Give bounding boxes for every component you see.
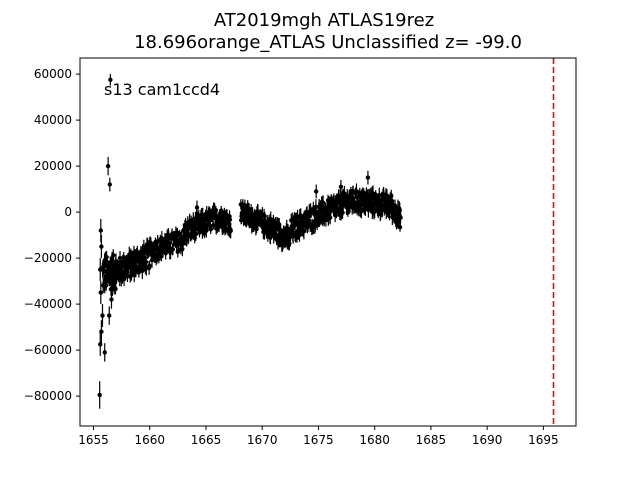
data-point	[313, 184, 319, 199]
x-tick-label: 1670	[247, 433, 278, 447]
x-tick-label: 1655	[78, 433, 109, 447]
x-tick-label: 1685	[416, 433, 447, 447]
data-point	[180, 236, 186, 252]
data-point	[211, 220, 216, 230]
data-point	[147, 260, 152, 271]
plot-frame	[79, 57, 577, 427]
data-point	[328, 210, 333, 225]
x-tick-label: 1695	[528, 433, 559, 447]
data-point	[340, 206, 345, 219]
y-tick-label: 0	[64, 205, 72, 219]
data-point	[105, 156, 111, 176]
x-tick-label: 1665	[191, 433, 222, 447]
data-point	[98, 281, 104, 305]
y-tick-label: −40000	[24, 297, 72, 311]
x-tick-label: 1675	[303, 433, 334, 447]
y-tick-label: 60000	[34, 67, 72, 81]
chart-title: AT2019mgh ATLAS19rez	[214, 10, 434, 31]
x-tick-label: 1680	[359, 433, 390, 447]
data-point	[365, 170, 371, 185]
y-tick-label: 20000	[34, 159, 72, 173]
y-tick-label: −20000	[24, 251, 72, 265]
chart-subtitle: 18.696orange_ATLAS Unclassified z= -99.0	[134, 32, 522, 53]
data-point	[100, 304, 105, 328]
data-point	[98, 219, 104, 242]
data-point	[98, 332, 103, 356]
data-point	[170, 243, 176, 256]
data-point	[107, 306, 112, 325]
data-point	[108, 74, 113, 86]
data-point	[354, 183, 359, 199]
data-layer	[97, 74, 403, 409]
data-point	[113, 283, 118, 295]
data-point	[398, 211, 403, 224]
x-tick-label: 1690	[472, 433, 503, 447]
data-point	[208, 224, 213, 235]
data-point	[338, 179, 344, 194]
data-point	[227, 214, 233, 225]
x-axis: 1655 1660 1665 1670 1675 1680 1685 1690 1695	[78, 426, 559, 447]
data-point	[97, 381, 102, 409]
data-point	[99, 320, 104, 344]
data-point	[254, 224, 259, 234]
data-point	[228, 223, 233, 239]
data-point	[213, 206, 219, 215]
y-tick-label: −80000	[24, 389, 72, 403]
y-axis: −80000 −60000 −40000 −20000 0 20000 40000 60000	[24, 67, 80, 403]
y-tick-label: −60000	[24, 343, 72, 357]
x-tick-label: 1660	[134, 433, 165, 447]
data-point	[107, 177, 113, 192]
y-tick-label: 40000	[34, 113, 72, 127]
data-point	[102, 343, 107, 362]
chart-annotation: s13 cam1ccd4	[104, 80, 220, 99]
